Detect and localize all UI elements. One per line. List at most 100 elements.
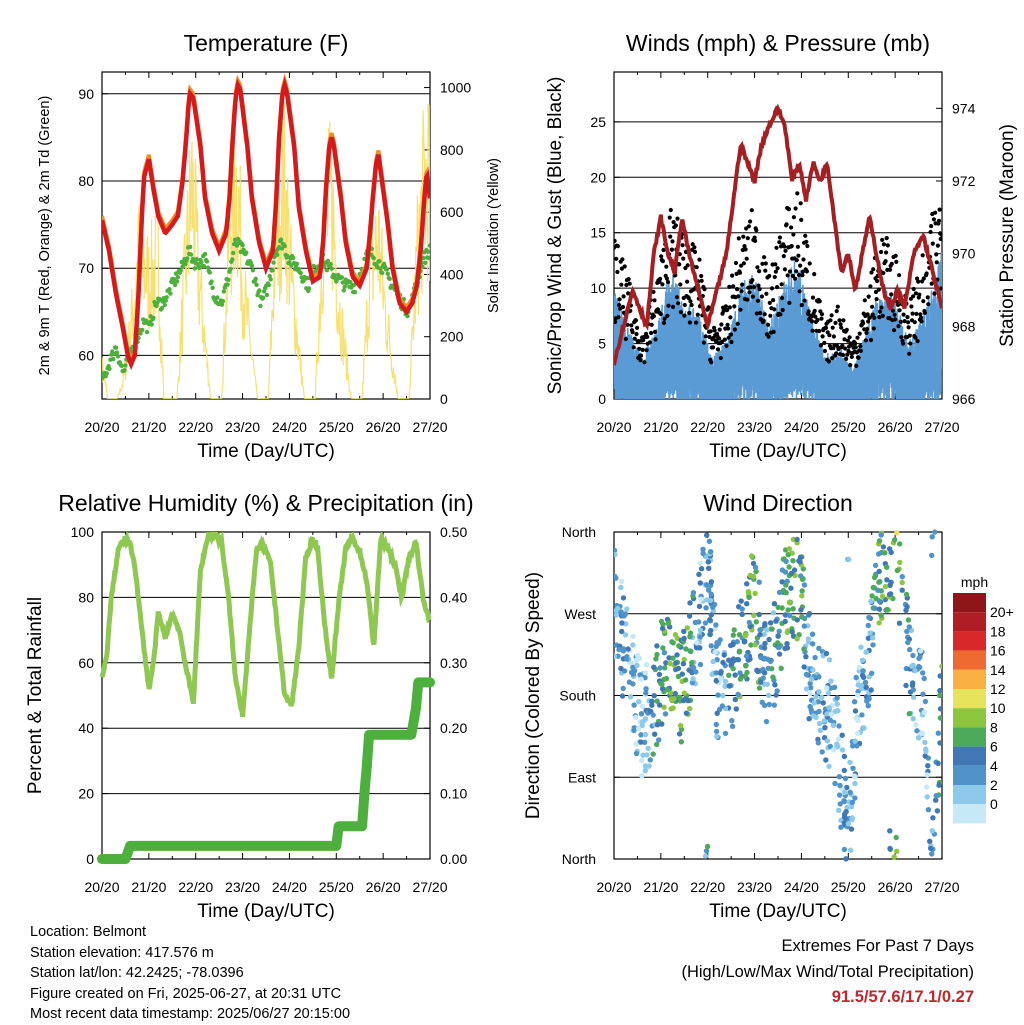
dewpoint-point: [341, 288, 346, 293]
dewpoint-point: [294, 261, 300, 266]
y2-tick-label: 966: [952, 391, 976, 407]
gust-point: [877, 315, 882, 320]
gust-point: [644, 348, 649, 353]
direction-point: [855, 682, 861, 688]
dewpoint-point: [201, 264, 207, 269]
direction-point: [696, 603, 703, 609]
recent-label: Most recent data timestamp: 2025/06/27 2…: [30, 1006, 351, 1022]
gust-point: [787, 269, 793, 274]
direction-point: [750, 573, 757, 580]
gust-point: [767, 273, 772, 279]
gust-point: [756, 283, 761, 288]
gust-point: [801, 257, 806, 262]
direction-point: [700, 550, 706, 557]
direction-point: [654, 722, 661, 728]
gust-point: [908, 341, 913, 346]
gust-point: [673, 223, 679, 228]
direction-point: [618, 578, 625, 585]
gust-point: [826, 359, 831, 364]
dewpoint-point: [172, 282, 178, 288]
direction-point: [756, 611, 762, 618]
direction-point: [618, 584, 624, 591]
direction-point: [811, 700, 817, 706]
series-layer: [614, 103, 942, 399]
direction-point: [910, 662, 916, 668]
direction-point: [836, 807, 842, 813]
gust-point: [840, 343, 845, 348]
gust-point: [906, 325, 911, 330]
direction-point: [748, 642, 754, 648]
direction-point: [659, 686, 666, 692]
gust-point: [763, 261, 768, 266]
direction-point: [620, 685, 626, 692]
direction-point: [813, 714, 819, 721]
gust-point: [915, 339, 920, 344]
direction-point: [643, 686, 649, 692]
gust-point: [768, 313, 773, 318]
direction-point: [837, 801, 843, 807]
dewpoint-point: [114, 350, 120, 355]
dewpoint-point: [140, 327, 145, 333]
gust-point: [750, 294, 756, 299]
gust-point: [744, 256, 749, 261]
direction-point: [827, 743, 833, 750]
dewpoint-point: [254, 282, 259, 287]
direction-point: [856, 664, 862, 670]
direction-point: [936, 781, 942, 788]
direction-point: [681, 656, 687, 663]
gust-point: [930, 241, 935, 246]
y2-tick-label: 0: [440, 391, 448, 407]
temp-2m-series: [102, 76, 430, 371]
gust-point: [889, 261, 894, 266]
gust-point: [738, 307, 743, 312]
direction-point: [852, 738, 858, 744]
direction-point: [633, 750, 640, 757]
gust-point: [752, 235, 757, 240]
gust-point: [614, 319, 618, 324]
direction-point: [621, 646, 627, 652]
y-tick-label: 100: [71, 524, 95, 540]
direction-point: [855, 717, 861, 724]
dewpoint-point: [282, 243, 287, 249]
direction-point: [843, 809, 849, 815]
dewpoint-point: [324, 268, 330, 273]
direction-point: [803, 671, 810, 678]
direction-point: [910, 694, 917, 700]
gust-point: [791, 232, 796, 237]
direction-point: [706, 587, 712, 593]
gust-point: [919, 319, 924, 324]
direction-point: [841, 820, 848, 826]
gust-point: [730, 273, 735, 278]
gust-point: [725, 322, 730, 327]
dewpoint-point: [205, 265, 211, 270]
gust-point: [854, 363, 859, 368]
legend-label: 10: [990, 700, 1006, 716]
direction-point: [730, 656, 737, 662]
direction-point: [807, 680, 813, 687]
direction-point: [851, 773, 858, 779]
pressure-series: [614, 103, 942, 366]
dewpoint-point: [204, 259, 210, 264]
direction-point: [799, 614, 805, 620]
gust-point: [762, 312, 767, 317]
direction-point: [676, 731, 683, 737]
y-tick-label: 5: [598, 336, 606, 352]
dewpoint-point: [244, 250, 249, 255]
direction-point: [651, 693, 657, 699]
gust-point: [723, 304, 729, 309]
direction-point: [620, 595, 627, 601]
direction-point: [921, 709, 928, 715]
direction-point: [761, 670, 768, 676]
gust-point: [739, 289, 744, 294]
legend-swatch: [953, 612, 986, 632]
direction-point: [760, 675, 766, 681]
gust-point: [615, 244, 621, 249]
direction-point: [766, 636, 772, 643]
direction-point: [915, 735, 922, 741]
dewpoint-point: [178, 268, 183, 273]
dewpoint-point: [207, 270, 212, 275]
gust-point: [779, 282, 784, 287]
direction-point: [713, 622, 719, 628]
direction-point: [783, 582, 789, 588]
direction-point: [937, 687, 942, 694]
